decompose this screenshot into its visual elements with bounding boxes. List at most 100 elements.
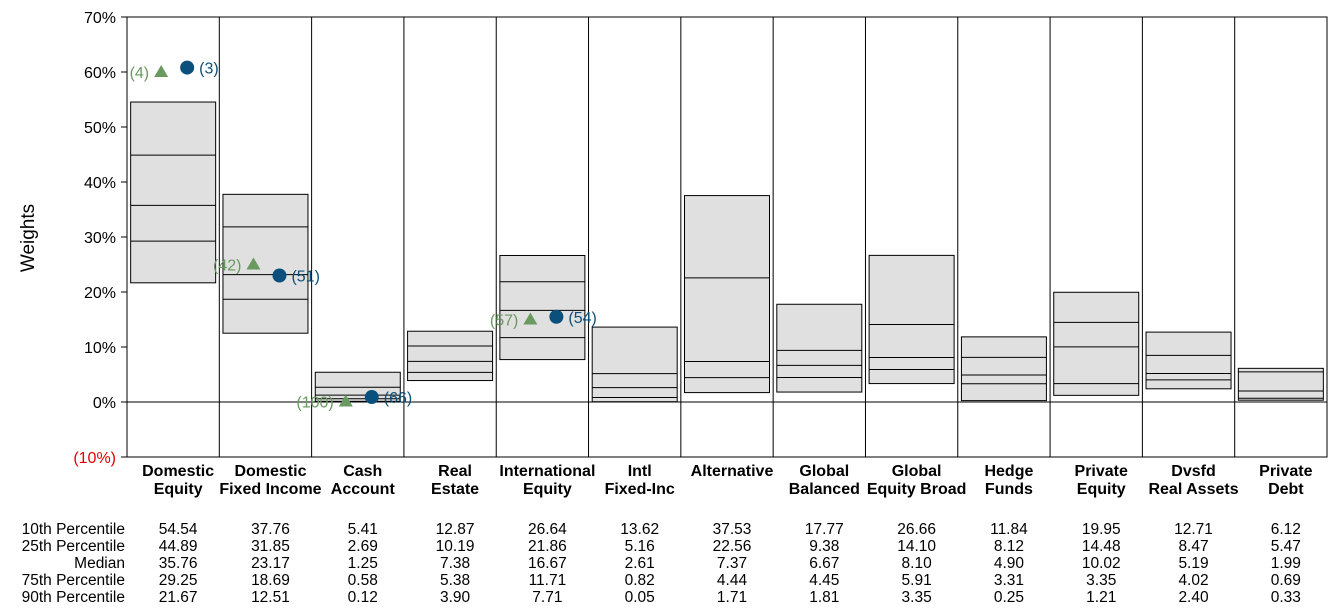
percentile-value: 5.19 xyxy=(1178,555,1208,572)
percentile-value: 10.19 xyxy=(436,538,475,555)
percentile-value: 22.56 xyxy=(713,538,752,555)
axis-labels: Weights (10%) 0% 10% 20% 30% 40% 50% 60% 70% Dome… xyxy=(18,10,1313,498)
percentile-box xyxy=(776,303,863,393)
percentile-value: 0.05 xyxy=(625,589,655,606)
percentile-value: 3.31 xyxy=(994,572,1024,589)
percentile-box xyxy=(407,330,494,382)
plot-grid xyxy=(121,16,1328,458)
percentile-value: 21.67 xyxy=(159,589,198,606)
category-label: Real Assets xyxy=(1148,481,1238,498)
fund-markers: (3) (4) (51) (42) (66) (100) (54) (57) xyxy=(130,60,597,411)
percentile-box xyxy=(130,101,217,284)
category-label: Cash xyxy=(343,463,382,480)
category-label: Global xyxy=(892,463,942,480)
percentile-value: 37.76 xyxy=(251,521,290,538)
fund-circle-marker xyxy=(364,390,379,405)
category-label: Hedge xyxy=(984,463,1033,480)
percentile-box xyxy=(499,254,586,361)
percentile-value: 4.44 xyxy=(717,572,748,589)
y-tick-label: (10%) xyxy=(73,450,116,467)
percentile-value: 6.12 xyxy=(1271,521,1301,538)
y-tick-label: 70% xyxy=(84,10,116,27)
y-tick-label: 10% xyxy=(84,340,116,357)
index-rank-label: (57) xyxy=(490,313,518,330)
fund-rank-label: (51) xyxy=(291,269,319,286)
percentile-value: 4.45 xyxy=(809,572,839,589)
percentile-box xyxy=(684,195,770,394)
category-label: Account xyxy=(331,481,396,498)
y-tick-label: 50% xyxy=(84,120,116,137)
index-rank-label: (42) xyxy=(213,258,241,275)
fund-rank-label: (54) xyxy=(568,310,596,327)
category-label: Estate xyxy=(431,481,479,498)
percentile-value: 2.40 xyxy=(1178,589,1209,606)
category-label: Intl xyxy=(628,463,652,480)
index-rank-label: (100) xyxy=(296,394,333,411)
index-triangle-marker xyxy=(338,394,353,407)
category-label: Debt xyxy=(1268,481,1304,498)
percentile-value: 14.48 xyxy=(1082,538,1121,555)
percentile-value: 5.47 xyxy=(1271,538,1301,555)
percentile-value: 2.61 xyxy=(625,555,655,572)
category-label: Private xyxy=(1075,463,1128,480)
percentile-row-label: 90th Percentile xyxy=(22,589,125,606)
percentile-value: 12.51 xyxy=(251,589,290,606)
fund-circle-marker xyxy=(549,309,564,324)
index-triangle-marker xyxy=(246,257,261,270)
percentile-value: 17.77 xyxy=(805,521,844,538)
percentile-value: 1.81 xyxy=(809,589,839,606)
percentile-value: 0.12 xyxy=(348,589,378,606)
percentile-value: 0.33 xyxy=(1271,589,1301,606)
percentile-value: 8.10 xyxy=(902,555,933,572)
y-tick-label: 0% xyxy=(93,395,116,412)
percentile-value: 3.35 xyxy=(902,589,932,606)
percentile-row-label: Median xyxy=(74,555,125,572)
fund-circle-marker xyxy=(180,60,195,75)
percentile-value: 1.71 xyxy=(717,589,747,606)
category-label: Global xyxy=(799,463,849,480)
percentile-value: 11.71 xyxy=(529,572,567,589)
index-triangle-marker xyxy=(154,65,169,77)
percentile-value: 9.38 xyxy=(809,538,839,555)
percentile-value: 7.38 xyxy=(440,555,470,572)
percentile-row-label: 75th Percentile xyxy=(22,572,125,589)
category-label: Dvsfd xyxy=(1171,463,1215,480)
percentile-value: 26.64 xyxy=(528,521,567,538)
percentile-box xyxy=(591,326,678,403)
percentile-value: 10.02 xyxy=(1082,555,1121,572)
category-label: Equity xyxy=(154,481,203,498)
percentile-value: 2.69 xyxy=(348,538,378,555)
category-label: Equity Broad xyxy=(867,481,967,498)
category-label: Private xyxy=(1259,463,1312,480)
percentile-box xyxy=(1053,291,1140,396)
y-axis-label: Weights xyxy=(18,204,39,272)
percentile-value: 1.99 xyxy=(1271,555,1301,572)
percentile-box xyxy=(1237,367,1324,401)
y-tick-label: 60% xyxy=(84,65,116,82)
percentile-value: 31.85 xyxy=(251,538,290,555)
percentile-box xyxy=(868,254,955,385)
category-label: Equity xyxy=(523,481,572,498)
category-label: International xyxy=(499,463,595,480)
percentile-value: 21.86 xyxy=(528,538,567,555)
percentile-value: 4.02 xyxy=(1178,572,1208,589)
category-label: Equity xyxy=(1077,481,1126,498)
percentile-row-label: 25th Percentile xyxy=(22,538,125,555)
percentile-value: 18.69 xyxy=(251,572,290,589)
category-label: Domestic xyxy=(142,463,214,480)
y-tick-label: 40% xyxy=(84,175,116,192)
percentile-boxes xyxy=(130,101,1324,403)
percentile-box xyxy=(222,193,309,334)
index-triangle-marker xyxy=(523,312,538,325)
percentile-value: 0.69 xyxy=(1271,572,1301,589)
percentile-value: 0.25 xyxy=(994,589,1024,606)
category-label: Funds xyxy=(985,481,1033,498)
percentile-value: 7.71 xyxy=(532,589,562,606)
percentile-row-label: 10th Percentile xyxy=(22,521,125,538)
percentile-value: 12.87 xyxy=(436,521,475,538)
category-label: Domestic xyxy=(234,463,306,480)
percentile-value: 44.89 xyxy=(159,538,198,555)
percentile-value: 26.66 xyxy=(897,521,936,538)
